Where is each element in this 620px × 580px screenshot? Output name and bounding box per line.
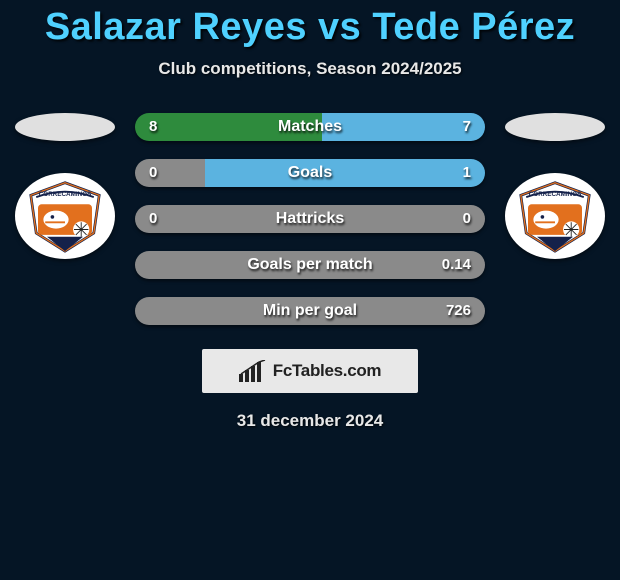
svg-text:CORRECAMINOS: CORRECAMINOS (39, 191, 91, 198)
club-badge-right: CORRECAMINOS (505, 173, 605, 259)
stat-value-right: 0.14 (442, 251, 471, 279)
stat-label: Matches (135, 113, 485, 141)
stat-row: Min per goal726 (135, 297, 485, 325)
comparison-card: Salazar Reyes vs Tede Pérez Club competi… (0, 0, 620, 431)
club-badge-left-icon: CORRECAMINOS (20, 177, 110, 255)
stat-label: Goals per match (135, 251, 485, 279)
svg-text:CORRECAMINOS: CORRECAMINOS (529, 191, 581, 198)
stat-value-left: 0 (149, 205, 157, 233)
stat-label: Hattricks (135, 205, 485, 233)
left-photos: CORRECAMINOS (15, 113, 115, 259)
main-area: CORRECAMINOS Matches87Goals01Hattricks00… (0, 113, 620, 325)
stat-value-right: 7 (463, 113, 471, 141)
stat-label: Min per goal (135, 297, 485, 325)
page-title: Salazar Reyes vs Tede Pérez (0, 6, 620, 49)
subtitle: Club competitions, Season 2024/2025 (0, 59, 620, 79)
stat-row: Matches8 7 (135, 113, 485, 141)
stat-row: Goals0 1 (135, 159, 485, 187)
site-logo-text: FcTables.com (273, 361, 382, 381)
club-badge-left: CORRECAMINOS (15, 173, 115, 259)
stat-value-right: 726 (446, 297, 471, 325)
stat-value-left: 0 (149, 159, 157, 187)
bars-icon (239, 360, 267, 382)
stat-value-left: 8 (149, 113, 157, 141)
club-badge-right-icon: CORRECAMINOS (510, 177, 600, 255)
right-photos: CORRECAMINOS (505, 113, 605, 259)
stat-value-right: 1 (463, 159, 471, 187)
stat-row: Hattricks0 0 (135, 205, 485, 233)
stat-bars: Matches87Goals01Hattricks00Goals per mat… (135, 113, 485, 325)
player-photo-right (505, 113, 605, 141)
stat-value-right: 0 (463, 205, 471, 233)
player-photo-left (15, 113, 115, 141)
stat-row: Goals per match0.14 (135, 251, 485, 279)
site-logo[interactable]: FcTables.com (202, 349, 418, 393)
date: 31 december 2024 (0, 411, 620, 431)
stat-label: Goals (135, 159, 485, 187)
